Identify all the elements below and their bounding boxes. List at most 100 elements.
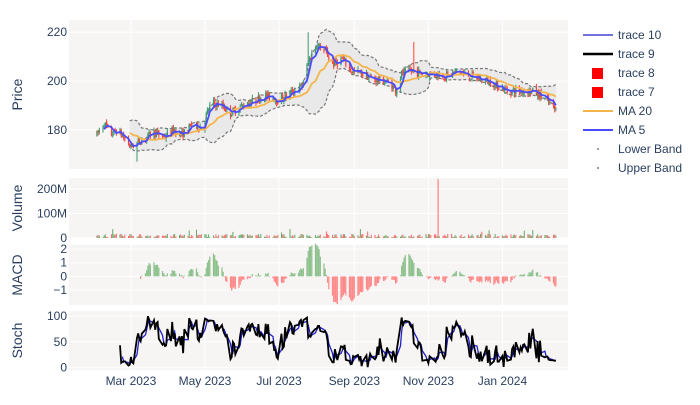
volume-bar (217, 235, 219, 238)
macd-hist-bar (276, 276, 278, 286)
candle-body (341, 58, 343, 60)
volume-bar (166, 233, 168, 238)
volume-bar (498, 236, 500, 238)
macd-hist-bar (334, 276, 336, 302)
candle-body (171, 127, 173, 135)
volume-bar (306, 234, 308, 238)
macd-hist-bar (403, 257, 405, 277)
macd-hist-bar (411, 260, 414, 277)
macd-hist-bar (359, 276, 361, 292)
legend-item: trace 10 (583, 28, 662, 42)
volume-bar (199, 235, 201, 238)
macd-hist-bar (471, 276, 473, 281)
legend-item: Upper Band (597, 161, 682, 175)
candle-body (324, 48, 326, 51)
candle-body (328, 57, 330, 59)
macd-hist-bar (348, 276, 351, 298)
candle-body (435, 75, 437, 77)
candle-body (131, 144, 133, 147)
macd-hist-bar (257, 273, 260, 277)
macd-hist-bar (384, 276, 386, 281)
volume-bar (333, 236, 335, 238)
candle-body (259, 96, 261, 102)
volume-bar (138, 234, 140, 238)
volume-bar (272, 237, 274, 238)
macd-hist-bar (387, 276, 389, 277)
candle-body (375, 79, 377, 83)
volume-bar (239, 234, 241, 238)
candle-body (240, 104, 243, 107)
macd-hist-bar (223, 276, 226, 277)
macd-hist-bar (512, 276, 514, 278)
candle-body (212, 100, 215, 104)
volume-bar (192, 236, 194, 238)
macd-hist-bar (428, 276, 431, 279)
candle-body (113, 129, 115, 135)
macd-hist-bar (530, 271, 533, 277)
macd-hist-bar (174, 270, 176, 277)
macd-hist-bar (546, 276, 548, 279)
macd-hist-bar (437, 276, 439, 281)
volume-bar (141, 236, 143, 238)
volume-bar (539, 235, 541, 238)
macd-hist-bar (331, 276, 334, 296)
candle-body (408, 68, 410, 70)
volume-bar (403, 236, 405, 238)
macd-hist-bar (284, 276, 286, 279)
macd-hist-bar (344, 276, 346, 294)
volume-bar (265, 236, 267, 238)
volume-bar (436, 236, 438, 238)
candle-body (284, 93, 286, 101)
volume-bar (293, 236, 295, 238)
volume-bar (376, 236, 378, 238)
candle-body (477, 77, 479, 80)
macd-hist-bar (317, 246, 319, 277)
volume-bar (396, 236, 398, 238)
macd-hist-bar (470, 276, 472, 283)
macd-hist-bar (501, 276, 504, 283)
legend-item: MA 20 (583, 104, 652, 118)
volume-bar (493, 236, 495, 238)
legend-item: MA 5 (583, 123, 646, 137)
volume-bar (416, 236, 418, 238)
macd-hist-bar (323, 263, 325, 277)
volume-bar (97, 234, 99, 238)
macd-hist-bar (537, 272, 539, 277)
macd-hist-bar (455, 270, 457, 277)
candle-body (506, 89, 508, 92)
y-tick-label: 200 (47, 74, 67, 88)
macd-hist-bar (376, 276, 378, 284)
volume-bar (148, 236, 150, 238)
x-tick-label: Jan 2024 (478, 374, 528, 388)
volume-bar (341, 236, 343, 238)
volume-bar (248, 235, 250, 238)
macd-hist-bar (447, 276, 449, 277)
volume-bar (430, 234, 432, 238)
volume-bar (316, 236, 318, 238)
macd-hist-bar (413, 262, 415, 277)
volume-bar (96, 235, 98, 238)
macd-hist-bar (161, 271, 164, 277)
macd-hist-bar (221, 267, 223, 277)
macd-hist-bar (263, 276, 266, 277)
macd-hist-bar (375, 276, 377, 287)
panel-ylabel-volume: Volume (9, 184, 25, 231)
volume-bar (340, 234, 342, 238)
candle-body (368, 77, 370, 79)
macd-hist-bar (443, 276, 445, 283)
macd-hist-bar (191, 268, 193, 277)
macd-hist-bar (154, 265, 156, 277)
volume-bar (206, 237, 208, 238)
volume-bar (391, 236, 393, 238)
volume-bar (368, 236, 370, 238)
macd-hist-bar (467, 276, 470, 279)
macd-hist-bar (494, 276, 496, 284)
volume-bar (121, 235, 123, 238)
macd-hist-bar (260, 275, 262, 277)
macd-hist-bar (391, 276, 393, 280)
macd-hist-bar (311, 245, 313, 277)
macd-hist-bar (396, 276, 398, 283)
y-tick-label: 0 (60, 231, 67, 245)
macd-hist-bar (445, 276, 448, 279)
volume-bar (540, 235, 542, 238)
